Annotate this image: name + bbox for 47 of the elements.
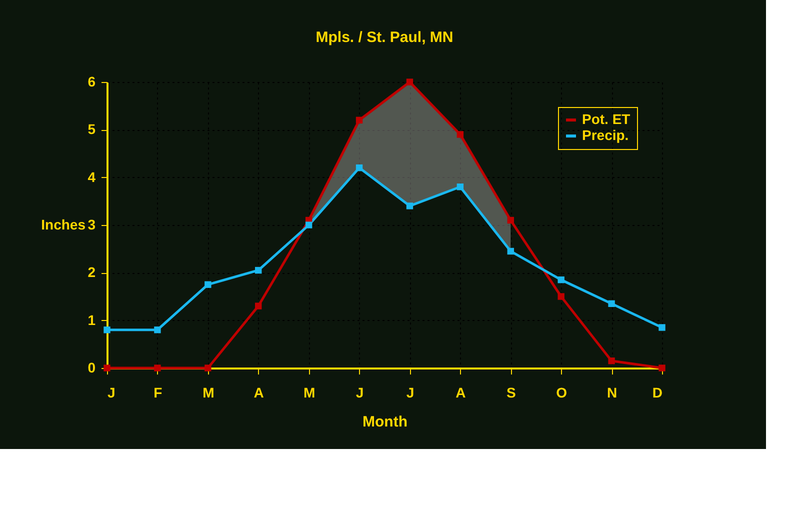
point bbox=[507, 248, 514, 255]
y-axis-title: Inches bbox=[41, 216, 86, 232]
point bbox=[154, 364, 161, 372]
x-tick-label: F bbox=[154, 384, 163, 400]
y-tick-label: 3 bbox=[88, 216, 96, 232]
legend-label: Precip. bbox=[582, 127, 629, 143]
point bbox=[406, 202, 414, 210]
point bbox=[104, 364, 110, 372]
x-tick-label: M bbox=[303, 384, 316, 400]
x-tick-label: O bbox=[556, 384, 568, 400]
point bbox=[305, 222, 312, 228]
y-tick-label: 6 bbox=[88, 74, 96, 90]
x-tick-label: M bbox=[202, 384, 214, 400]
y-tick-label: 1 bbox=[88, 312, 96, 328]
x-tick-label: J bbox=[108, 384, 116, 400]
point bbox=[406, 78, 414, 86]
x-tick-label: D bbox=[652, 384, 662, 400]
x-tick-label: A bbox=[456, 384, 466, 400]
x-axis-title: Month bbox=[362, 414, 408, 430]
point bbox=[104, 326, 110, 334]
point bbox=[507, 216, 514, 224]
legend-label: Pot. ET bbox=[582, 111, 631, 127]
point bbox=[154, 326, 161, 334]
x-tick-label: J bbox=[356, 384, 364, 400]
point bbox=[204, 364, 212, 372]
x-tick-label: A bbox=[254, 384, 264, 400]
point bbox=[356, 116, 363, 124]
point bbox=[658, 364, 666, 372]
point bbox=[356, 164, 363, 172]
x-tick-label: J bbox=[406, 384, 414, 400]
y-tick-label: 0 bbox=[88, 360, 96, 376]
x-tick-label: S bbox=[506, 384, 516, 400]
point bbox=[204, 281, 212, 288]
chart-title: Mpls. / St. Paul, MN bbox=[316, 29, 454, 46]
point bbox=[456, 184, 464, 190]
y-tick-label: 2 bbox=[88, 264, 96, 280]
x-tick-label: N bbox=[606, 384, 618, 400]
point bbox=[658, 324, 666, 331]
point bbox=[558, 293, 564, 300]
point bbox=[608, 357, 615, 364]
point bbox=[255, 302, 262, 310]
point bbox=[255, 266, 262, 274]
y-tick-label: 5 bbox=[88, 121, 96, 138]
point bbox=[558, 276, 564, 284]
y-tick-label: 4 bbox=[88, 168, 96, 185]
point bbox=[456, 131, 464, 138]
point bbox=[608, 300, 615, 308]
